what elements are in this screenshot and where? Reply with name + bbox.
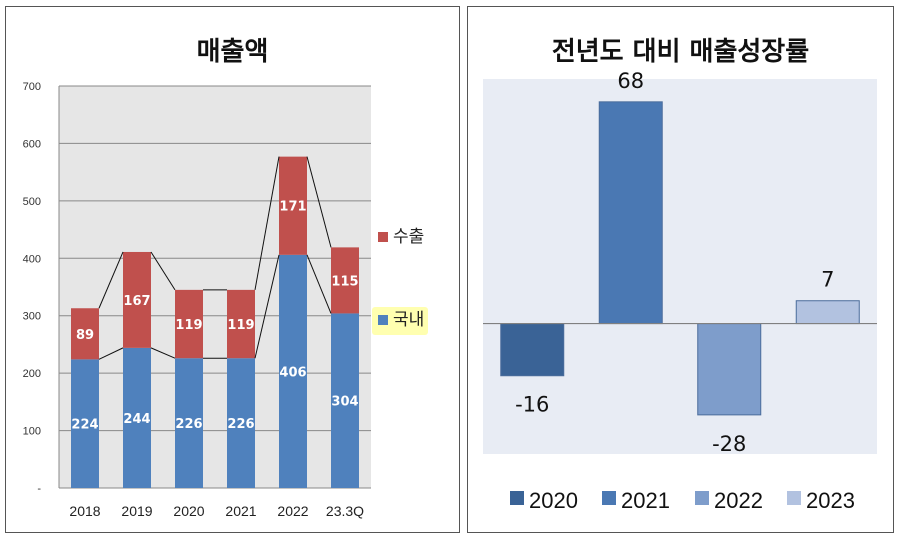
bar-growth: [795, 300, 860, 325]
x-tick-label: 23.3Q: [326, 503, 364, 519]
bar-domestic: [331, 313, 359, 488]
data-label-export: 115: [331, 274, 358, 289]
bar-growth: [500, 323, 565, 377]
x-tick-label: 2021: [225, 503, 256, 519]
bar-domestic: [175, 358, 203, 488]
bar-domestic: [123, 347, 151, 488]
y-tick-label: 700: [23, 81, 41, 93]
y-tick-label: 500: [23, 196, 41, 208]
series-line-domestic: [150, 347, 176, 359]
bar-export: [71, 308, 99, 360]
legend-label: 2022: [714, 488, 763, 513]
y-tick-label: 300: [23, 311, 41, 323]
data-label-export: 171: [279, 200, 306, 215]
data-label-growth: -28: [712, 432, 746, 456]
legend-label: 2020: [529, 488, 578, 513]
bar-domestic: [279, 254, 307, 488]
revenue-chart-svg: - 100 200 300 400 500 600 700 224 89 2018 244 167 201…: [23, 81, 428, 519]
data-label-domestic: 226: [227, 417, 254, 432]
y-tick-label: -: [37, 483, 41, 495]
legend-swatch-export: [378, 232, 388, 242]
series-line-domestic: [306, 254, 332, 314]
legend-swatch: [602, 491, 616, 505]
legend-swatch: [510, 491, 524, 505]
x-tick-label: 2020: [173, 503, 204, 519]
legend-swatch: [787, 491, 801, 505]
data-label-growth: 7: [821, 268, 834, 292]
data-label-export: 119: [227, 318, 254, 333]
data-label-domestic: 244: [123, 412, 150, 427]
y-tick-label: 100: [23, 426, 41, 438]
x-tick-label: 2022: [277, 503, 308, 519]
bar-growth: [598, 101, 663, 325]
bar-export: [331, 247, 359, 314]
data-label-export: 167: [123, 294, 150, 309]
series-line-export: [254, 156, 280, 290]
data-label-export: 119: [175, 318, 202, 333]
legend-swatch: [695, 491, 709, 505]
legend-swatch-domestic: [378, 315, 388, 325]
growth-chart-svg: -16 68 -28 7 2020 2021 2022 2023: [483, 69, 877, 513]
legend-label: 2023: [806, 488, 855, 513]
x-tick-label: 2018: [69, 503, 100, 519]
data-label-growth: 68: [617, 69, 644, 93]
bar-growth: [697, 323, 762, 416]
data-label-domestic: 304: [331, 395, 358, 410]
data-label-domestic: 406: [279, 365, 306, 380]
data-label-domestic: 226: [175, 417, 202, 432]
series-line-domestic: [254, 254, 280, 359]
revenue-chart-panel: 매출액 - 100 200 300 400 500 600 700 224 89 2018 244 16…: [5, 6, 460, 533]
series-line-domestic: [98, 347, 124, 360]
plot-area: [59, 86, 371, 488]
legend-label-export: 수출: [393, 227, 424, 247]
growth-chart-panel: 전년도 대비 매출성장률 -16 68 -28 7 2020 2021 2022 2023: [467, 6, 894, 533]
data-label-export: 89: [76, 328, 94, 343]
legend-label: 2021: [621, 488, 670, 513]
growth-chart-title: 전년도 대비 매출성장률: [551, 37, 810, 67]
bar-domestic: [227, 358, 255, 488]
bar-export: [175, 289, 203, 359]
y-tick-label: 400: [23, 253, 41, 265]
y-tick-label: 600: [23, 138, 41, 150]
x-tick-label: 2019: [121, 503, 152, 519]
series-line-export: [150, 251, 176, 291]
data-label-domestic: 224: [71, 418, 98, 433]
revenue-chart-title: 매출액: [196, 37, 269, 67]
bar-export: [227, 289, 255, 359]
series-line-export: [306, 156, 332, 248]
y-tick-label: 200: [23, 368, 41, 380]
legend-label-domestic: 국내: [393, 310, 424, 330]
data-label-growth: -16: [515, 393, 549, 417]
bar-export: [123, 251, 151, 348]
legend-highlight: [372, 307, 428, 335]
bar-export: [279, 156, 307, 255]
series-line-export: [98, 251, 124, 309]
bar-domestic: [71, 359, 99, 488]
plot-area: [483, 79, 877, 454]
